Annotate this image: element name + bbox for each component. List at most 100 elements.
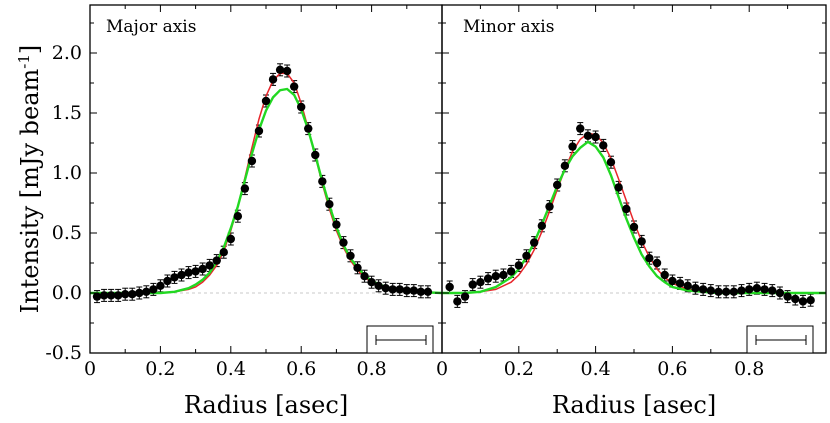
x-tick-label-major: 0.4 bbox=[216, 358, 246, 380]
data-marker-major bbox=[219, 248, 228, 257]
data-marker-major bbox=[191, 267, 200, 276]
data-marker-minor bbox=[583, 131, 593, 140]
data-marker-minor bbox=[721, 287, 731, 296]
data-marker-major bbox=[325, 200, 334, 209]
data-marker-major bbox=[142, 287, 151, 296]
x-tick-label-major: 0.6 bbox=[286, 358, 316, 380]
data-marker-major bbox=[149, 285, 158, 294]
y-tick-label: 0.5 bbox=[52, 222, 82, 244]
data-marker-minor bbox=[606, 158, 616, 167]
data-marker-minor bbox=[522, 251, 531, 260]
x-tick-label-major: 0.8 bbox=[356, 358, 386, 380]
y-tick-label: 1.5 bbox=[52, 102, 82, 124]
data-marker-minor bbox=[576, 124, 585, 133]
data-marker-major bbox=[374, 281, 383, 290]
x-tick-label-minor: 0.6 bbox=[657, 358, 687, 380]
beam-scale-bar-major bbox=[366, 325, 434, 354]
y-tick-label: -0.5 bbox=[45, 342, 82, 364]
data-marker-minor bbox=[553, 180, 562, 190]
data-marker-minor bbox=[622, 204, 631, 214]
data-marker-major bbox=[233, 212, 243, 221]
data-marker-minor bbox=[683, 281, 692, 290]
data-marker-major bbox=[261, 96, 271, 106]
data-marker-major bbox=[282, 66, 292, 76]
y-axis-label-superscript: -1 bbox=[15, 54, 33, 69]
panel-major-frame bbox=[89, 4, 443, 354]
data-marker-major bbox=[381, 284, 390, 293]
data-marker-major bbox=[198, 264, 207, 274]
data-marker-minor bbox=[675, 279, 685, 288]
data-marker-major bbox=[92, 292, 102, 301]
data-marker-major bbox=[163, 276, 172, 286]
data-marker-minor bbox=[806, 296, 815, 305]
y-tick-label: 0.0 bbox=[52, 282, 82, 304]
data-marker-minor bbox=[652, 258, 662, 268]
x-tick-label-minor: 0.4 bbox=[580, 358, 610, 380]
data-marker-minor bbox=[568, 142, 577, 151]
data-marker-minor bbox=[698, 285, 708, 294]
y-axis-label: Intensity [mJy beam-1] bbox=[15, 45, 44, 314]
data-marker-minor bbox=[545, 202, 554, 211]
data-marker-minor bbox=[798, 297, 808, 306]
data-marker-major bbox=[177, 270, 186, 280]
data-marker-major bbox=[275, 65, 285, 75]
data-marker-major bbox=[184, 268, 193, 277]
data-marker-minor bbox=[783, 292, 792, 301]
green-model-curve-minor bbox=[442, 140, 826, 295]
data-marker-major bbox=[360, 272, 369, 281]
data-marker-minor bbox=[737, 286, 746, 295]
data-marker-major bbox=[416, 287, 426, 296]
red-model-curve-major bbox=[90, 72, 443, 294]
red-model-curve-minor bbox=[442, 132, 826, 294]
data-marker-major bbox=[353, 263, 362, 272]
data-marker-major bbox=[388, 285, 397, 294]
data-marker-major bbox=[226, 234, 235, 244]
panel-major: Major axis 0 0.2 0.4 0.6 0.8 -0.5 0.0 0.5 1.0 1.… bbox=[45, 4, 443, 380]
x-tick-label-minor: 0 bbox=[436, 358, 448, 380]
green-model-curve-major bbox=[90, 87, 443, 295]
data-marker-minor bbox=[514, 261, 523, 270]
data-marker-minor bbox=[506, 267, 516, 276]
data-marker-major bbox=[297, 102, 306, 112]
y-tick-label: 2.0 bbox=[52, 42, 82, 64]
data-marker-minor bbox=[468, 280, 477, 289]
data-marker-major bbox=[332, 220, 341, 229]
data-marker-major bbox=[339, 238, 348, 247]
panel-minor-title: Minor axis bbox=[463, 17, 554, 37]
data-marker-minor bbox=[645, 254, 654, 263]
data-marker-minor bbox=[445, 282, 454, 292]
panel-major-title: Major axis bbox=[106, 17, 196, 37]
data-marker-minor bbox=[599, 141, 608, 150]
data-marker-major bbox=[156, 281, 165, 290]
panel-minor-frame bbox=[441, 4, 827, 354]
y-tick-label: 1.0 bbox=[52, 162, 82, 184]
data-marker-minor bbox=[499, 270, 508, 280]
data-marker-major bbox=[240, 184, 250, 193]
data-marker-minor bbox=[691, 284, 700, 293]
data-marker-major bbox=[367, 278, 376, 287]
data-marker-minor bbox=[791, 294, 800, 304]
data-marker-minor bbox=[668, 276, 677, 286]
data-marker-minor bbox=[706, 286, 715, 295]
data-marker-major bbox=[135, 288, 144, 298]
data-marker-major bbox=[113, 291, 123, 300]
data-marker-major bbox=[289, 82, 299, 91]
data-marker-minor bbox=[760, 285, 769, 294]
data-marker-minor bbox=[560, 161, 570, 170]
data-marker-minor bbox=[476, 278, 485, 287]
x-tick-label-major: 0 bbox=[84, 358, 96, 380]
data-marker-minor bbox=[491, 272, 500, 281]
data-marker-minor bbox=[537, 221, 547, 230]
data-marker-major bbox=[99, 291, 109, 300]
data-marker-minor bbox=[745, 285, 754, 294]
x-axis-label-minor: Radius [asec] bbox=[552, 391, 716, 419]
x-tick-label-minor: 0.2 bbox=[504, 358, 534, 380]
x-tick-label-major: 0.2 bbox=[145, 358, 175, 380]
data-marker-major bbox=[128, 290, 137, 299]
beam-scale-bar-minor bbox=[746, 325, 814, 354]
y-axis-label-suffix: ] bbox=[16, 45, 44, 54]
data-marker-major bbox=[106, 291, 116, 300]
data-marker-minor bbox=[775, 288, 785, 298]
data-marker-major bbox=[205, 261, 214, 270]
